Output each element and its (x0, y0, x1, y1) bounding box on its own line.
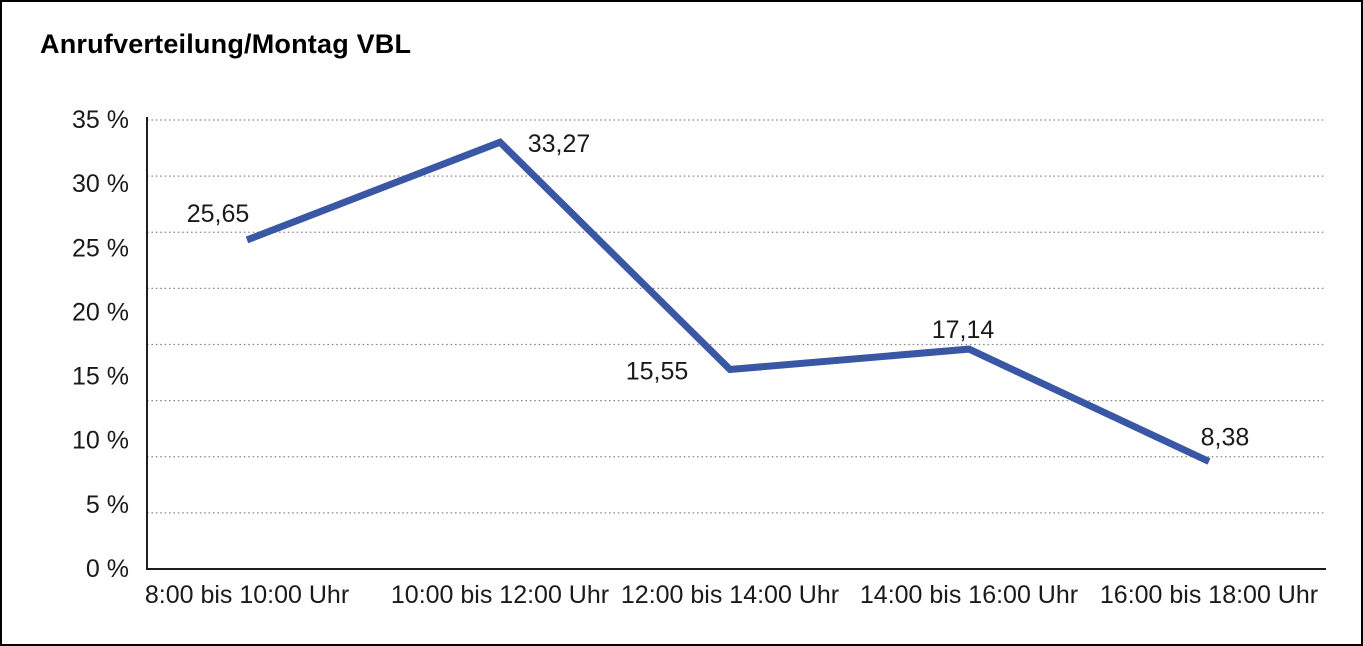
data-point-label: 33,27 (528, 130, 591, 158)
y-axis-tick-label: 5 % (86, 491, 129, 519)
chart-title: Anrufverteilung/Montag VBL (40, 29, 412, 59)
y-axis-tick-label: 35 % (72, 106, 129, 134)
data-point-label: 8,38 (1201, 423, 1250, 451)
data-point-label: 15,55 (626, 358, 689, 386)
data-point-label: 17,14 (932, 316, 995, 344)
y-axis-tick-label: 20 % (72, 298, 129, 326)
x-axis-tick-label: 16:00 bis 18:00 Uhr (1100, 581, 1318, 609)
y-axis-tick-label: 30 % (72, 170, 129, 198)
x-axis-tick-label: 10:00 bis 12:00 Uhr (391, 581, 609, 609)
y-axis-tick-label: 0 % (86, 555, 129, 583)
y-axis-tick-label: 10 % (72, 427, 129, 455)
data-line-series (245, 138, 1211, 465)
x-axis-tick-label: 12:00 bis 14:00 Uhr (621, 581, 839, 609)
data-point-label: 25,65 (187, 200, 250, 228)
x-axis-tick-label: 8:00 bis 10:00 Uhr (145, 581, 349, 609)
y-axis-tick-label: 15 % (72, 363, 129, 391)
y-axis-tick-label: 25 % (72, 234, 129, 262)
x-axis-tick-label: 14:00 bis 16:00 Uhr (860, 581, 1078, 609)
